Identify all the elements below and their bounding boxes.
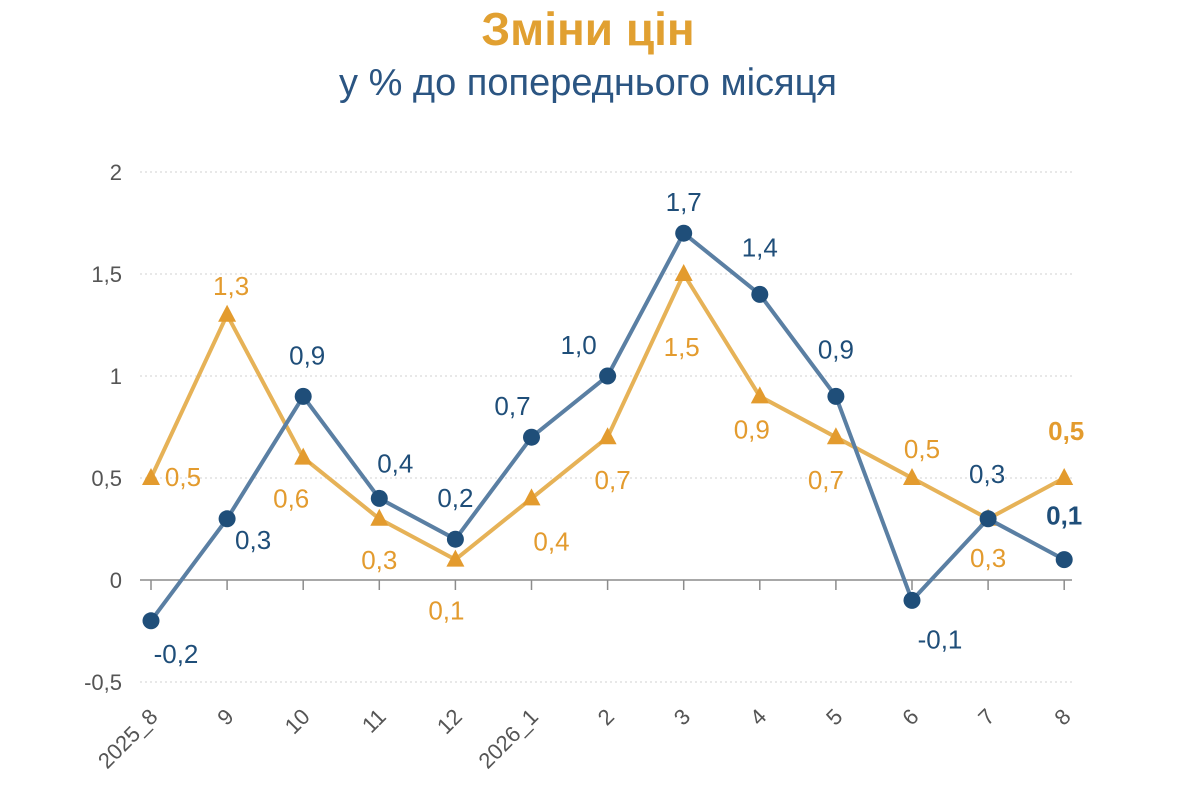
blue-series-point (751, 285, 769, 303)
axes: -0,5 0 0,5 1 1,5 2 2025_8 9 10 11 12 2026_1 2 3 4 5 6 7 8 (84, 160, 1076, 773)
blue-series-point (599, 367, 617, 385)
x-tick-label: 9 (212, 704, 238, 730)
orange-series-data-label: 0,5 (1048, 416, 1084, 446)
blue-series-data-label: 0,3 (969, 459, 1005, 489)
orange-series-point (142, 468, 160, 485)
orange-series-point (218, 304, 237, 322)
orange-series-data-label: 0,3 (970, 543, 1006, 573)
blue-series-data-label: -0,2 (154, 639, 199, 669)
blue-series-point (979, 510, 997, 528)
blue-series-point (446, 530, 464, 548)
orange-series-data-label: 0,3 (361, 545, 397, 575)
x-tick-label: 3 (669, 704, 695, 730)
x-tick-label: 4 (745, 704, 771, 730)
orange-series-point (370, 508, 389, 526)
x-tick-label: 10 (280, 704, 315, 739)
orange-series-point (903, 468, 921, 485)
blue-series-data-label: 1,0 (561, 330, 597, 360)
blue-series-point (370, 489, 388, 507)
orange-series-data-label: 0,9 (734, 414, 770, 444)
orange-series-point (1055, 468, 1074, 485)
orange-series-point (294, 447, 313, 465)
chart-title: Зміни цін (481, 3, 695, 55)
blue-series-point (142, 612, 160, 630)
y-tick-label: 0 (110, 568, 122, 593)
blue-series-data-label: 0,4 (377, 448, 413, 478)
x-tick-label: 7 (973, 704, 999, 730)
y-tick-label: -0,5 (84, 670, 122, 695)
blue-series-data-label: 0,7 (494, 391, 530, 421)
blue-series-data-label: 0,9 (289, 340, 325, 370)
x-tick-label: 5 (821, 704, 847, 730)
orange-series-point (674, 264, 693, 281)
x-tick-label: 2026_1 (473, 704, 543, 774)
orange-series-point (826, 427, 845, 445)
blue-series-data-label: 1,4 (742, 232, 778, 262)
y-tick-label: 1 (110, 364, 122, 389)
orange-series-data-label: 1,3 (213, 271, 249, 301)
blue-series-data-label: 1,7 (666, 187, 702, 217)
orange-series-data-label: 0,5 (165, 462, 201, 492)
blue-series-point (218, 510, 236, 528)
orange-series-data-label: 0,7 (808, 465, 844, 495)
orange-series-point (598, 427, 617, 445)
blue-series-data-label: -0,1 (918, 624, 963, 654)
x-tick-label: 12 (432, 704, 467, 739)
orange-series-point (522, 488, 541, 506)
x-tick-label: 11 (357, 704, 391, 738)
y-tick-label: 1,5 (91, 262, 122, 287)
y-tick-label: 2 (110, 160, 122, 185)
series (142, 224, 1074, 630)
blue-series-point (1055, 551, 1073, 569)
orange-series-data-label: 0,4 (533, 526, 569, 556)
blue-series-data-label: 0,1 (1046, 501, 1082, 531)
orange-series-line (149, 272, 1066, 562)
blue-series-data-label: 0,9 (818, 334, 854, 364)
blue-series-point (523, 428, 540, 446)
x-tick-label: 6 (897, 704, 923, 730)
chart-subtitle: у % до попереднього місяця (339, 62, 837, 104)
orange-series-point (446, 549, 465, 567)
orange-series-data-label: 0,6 (273, 484, 309, 514)
data-labels: 0,51,30,60,30,10,40,71,50,90,70,50,30,5-… (154, 187, 1085, 669)
blue-series-point (294, 387, 312, 405)
orange-series-data-label: 0,1 (428, 596, 464, 626)
orange-series-data-label: 0,7 (595, 465, 631, 495)
blue-series-data-label: 0,2 (437, 483, 473, 513)
orange-series-data-label: 0,5 (904, 434, 940, 464)
orange-series-data-label: 1,5 (664, 332, 700, 362)
orange-series-point (750, 386, 769, 404)
x-tick-label: 2025_8 (93, 704, 163, 774)
blue-series-point (827, 387, 845, 405)
blue-series-point (675, 224, 693, 242)
gridlines (140, 171, 1072, 683)
y-tick-label: 0,5 (91, 466, 122, 491)
x-tick-label: 8 (1049, 704, 1075, 730)
blue-series-data-label: 0,3 (235, 525, 271, 555)
x-tick-label: 2 (593, 704, 619, 730)
blue-series-point (903, 591, 921, 609)
